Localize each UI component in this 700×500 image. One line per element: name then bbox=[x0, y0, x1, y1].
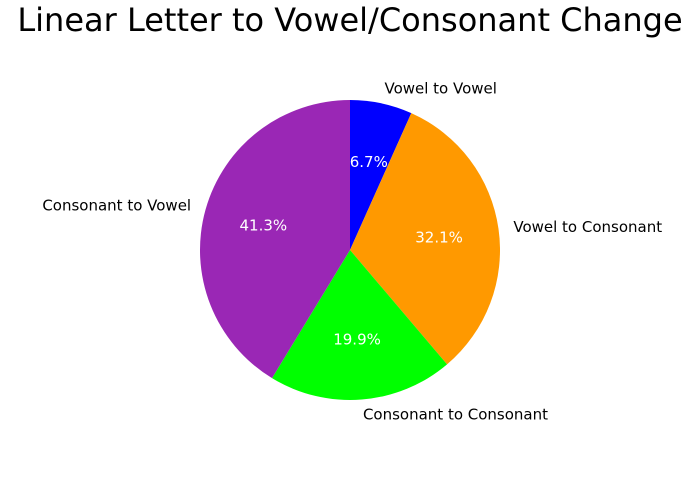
pie-category-label-vowel-to-consonant: Vowel to Consonant bbox=[513, 218, 662, 236]
pie-percent-label-consonant-to-consonant: 19.9% bbox=[333, 331, 381, 349]
pie-category-label-consonant-to-vowel: Consonant to Vowel bbox=[42, 196, 191, 214]
pie-slice-consonant-to-consonant bbox=[272, 250, 448, 400]
pie-percent-labels: 6.7% 32.1% 19.9% 41.3% bbox=[240, 153, 463, 349]
chart-title: Linear Letter to Vowel/Consonant Change bbox=[17, 1, 683, 39]
pie-percent-label-vowel-to-vowel: 6.7% bbox=[350, 153, 388, 171]
pie-slices bbox=[200, 100, 500, 400]
pie-category-label-consonant-to-consonant: Consonant to Consonant bbox=[363, 405, 548, 423]
pie-percent-label-vowel-to-consonant: 32.1% bbox=[415, 228, 463, 246]
pie-percent-label-consonant-to-vowel: 41.3% bbox=[240, 217, 288, 235]
pie-category-labels: Vowel to Vowel Vowel to Consonant Consonan… bbox=[42, 80, 662, 424]
pie-category-label-vowel-to-vowel: Vowel to Vowel bbox=[384, 80, 496, 98]
pie-slice-consonant-to-vowel bbox=[200, 100, 350, 379]
pie-slice-vowel-to-consonant bbox=[350, 113, 500, 365]
pie-slice-vowel-to-vowel bbox=[350, 100, 412, 250]
